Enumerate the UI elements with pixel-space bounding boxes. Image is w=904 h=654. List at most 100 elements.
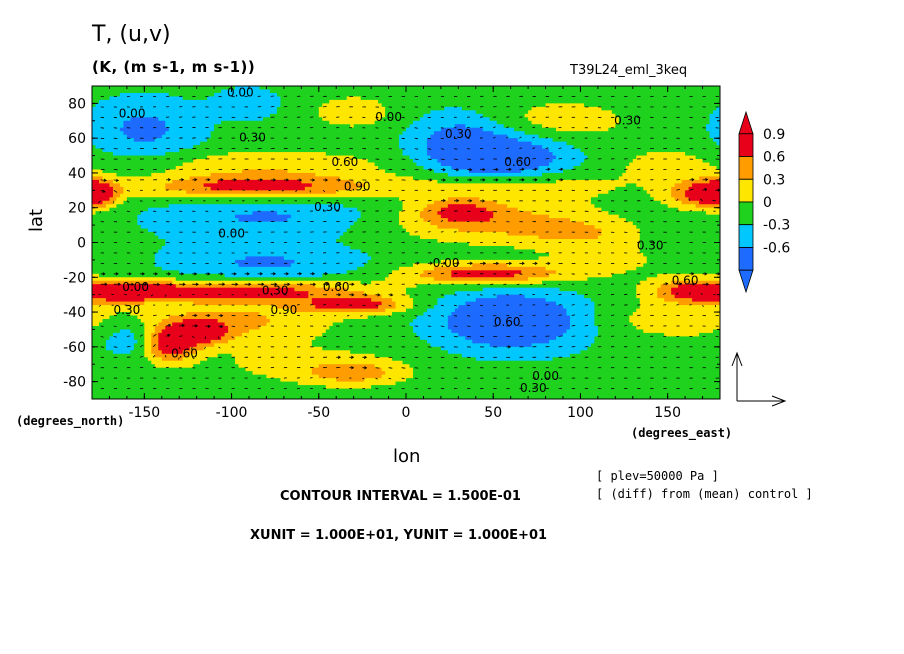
field-cell (325, 99, 330, 104)
field-cell (165, 124, 170, 129)
field-cell (667, 148, 672, 153)
field-cell (168, 131, 173, 136)
field-cell (563, 86, 568, 91)
field-cell (576, 92, 582, 98)
field-cell (269, 148, 275, 153)
field-cell (294, 148, 299, 153)
field-cell (242, 99, 247, 104)
field-cell (273, 117, 278, 122)
field-cell (454, 124, 459, 129)
field-cell (172, 172, 177, 178)
field-cell (126, 103, 131, 108)
field-cell (406, 179, 411, 184)
field-cell (472, 96, 477, 101)
field-cell (336, 138, 341, 143)
field-cell (409, 99, 414, 104)
field-cell (259, 96, 264, 101)
field-cell (399, 120, 404, 125)
field-cell (249, 103, 254, 108)
field-cell (528, 138, 533, 143)
field-cell (486, 99, 491, 104)
field-cell (329, 169, 334, 174)
field-cell (266, 120, 271, 125)
field-cell (583, 103, 589, 108)
field-cell (95, 99, 100, 104)
field-cell (165, 86, 170, 91)
field-cell (252, 96, 257, 101)
field-cell (657, 169, 662, 174)
field-cell (514, 113, 519, 118)
field-cell (336, 117, 341, 122)
field-cell (399, 141, 404, 146)
field-cell (322, 120, 327, 125)
field-cell (249, 113, 254, 118)
field-cell (528, 179, 533, 184)
field-cell (622, 103, 627, 108)
field-cell (214, 127, 219, 132)
field-cell (479, 159, 484, 164)
field-cell (283, 124, 288, 129)
field-cell (92, 103, 97, 108)
field-cell (175, 120, 180, 125)
field-cell (193, 103, 198, 108)
field-cell (381, 179, 386, 184)
field-cell (566, 134, 571, 139)
field-cell (189, 103, 194, 108)
field-cell (472, 106, 477, 111)
field-cell (688, 131, 693, 136)
field-cell (660, 172, 665, 178)
field-cell (315, 176, 320, 181)
field-cell (186, 99, 191, 104)
field-cell (172, 169, 177, 174)
field-cell (186, 103, 191, 108)
field-cell (378, 113, 383, 118)
field-cell (695, 124, 700, 129)
field-cell (259, 131, 264, 136)
field-cell (273, 172, 278, 178)
field-cell (416, 127, 421, 132)
field-cell (357, 86, 362, 91)
field-cell (196, 134, 201, 139)
field-cell (144, 99, 149, 104)
field-cell (269, 172, 275, 178)
field-cell (468, 138, 473, 143)
field-cell (510, 99, 515, 104)
field-cell (597, 96, 602, 101)
field-cell (318, 138, 323, 143)
field-cell (695, 169, 700, 174)
field-cell (249, 155, 254, 160)
field-cell (133, 169, 138, 174)
field-cell (175, 99, 180, 104)
field-cell (112, 103, 118, 108)
field-cell (636, 99, 641, 104)
field-cell (706, 99, 711, 104)
field-cell (395, 152, 400, 157)
field-cell (482, 159, 487, 164)
field-cell (716, 99, 720, 104)
field-cell (179, 92, 184, 98)
field-cell (681, 113, 686, 118)
field-cell (133, 179, 138, 184)
field-cell (611, 159, 616, 164)
field-cell (283, 110, 288, 115)
field-cell (699, 155, 704, 160)
field-cell (475, 89, 480, 94)
field-cell (137, 124, 142, 129)
field-cell (521, 131, 526, 136)
field-cell (144, 179, 149, 184)
field-cell (517, 131, 522, 136)
field-cell (350, 110, 355, 115)
field-cell (702, 89, 707, 94)
field-cell (563, 113, 568, 118)
field-cell (590, 172, 595, 178)
field-cell (346, 96, 351, 101)
field-cell (269, 103, 275, 108)
field-cell (622, 127, 627, 132)
field-cell (660, 124, 665, 129)
field-cell (217, 159, 222, 164)
field-cell (189, 124, 194, 129)
field-cell (186, 117, 191, 122)
field-cell (399, 99, 404, 104)
field-cell (426, 99, 432, 104)
field-cell (200, 117, 205, 122)
